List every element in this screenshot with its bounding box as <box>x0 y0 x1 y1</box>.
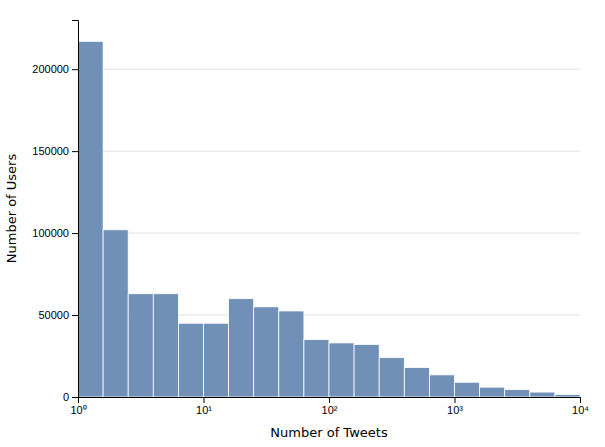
x-tick-label: 10³ <box>447 404 463 416</box>
x-tick: 10¹ <box>196 397 212 416</box>
bar <box>505 390 530 397</box>
plot: 10⁰ 10¹ 10² 10³ 10⁴ 0 50000 100000 150000 200000 <box>32 21 589 416</box>
y-tick-label: 0 <box>63 391 69 403</box>
y-axis-title: Number of Users <box>4 154 19 264</box>
y-axis: 0 50000 100000 150000 200000 <box>32 21 78 404</box>
y-tick-label: 150000 <box>32 145 69 157</box>
y-tick-label: 50000 <box>38 309 69 321</box>
bar <box>354 345 379 397</box>
x-axis: 10⁰ 10¹ 10² 10³ 10⁴ <box>70 397 589 416</box>
bar <box>254 307 279 397</box>
y-tick: 0 <box>63 391 78 403</box>
x-tick-mark <box>580 397 581 403</box>
bar <box>204 323 229 397</box>
bar <box>279 311 304 397</box>
grid-line <box>78 69 580 70</box>
bar <box>153 294 178 397</box>
bar <box>429 375 454 397</box>
x-tick-mark <box>204 397 205 403</box>
y-tick: 150000 <box>32 145 78 157</box>
y-tick: 200000 <box>32 63 78 75</box>
grid <box>78 69 580 397</box>
y-tick-mark <box>72 69 78 70</box>
bar <box>379 358 404 397</box>
y-axis-line <box>72 21 79 398</box>
y-tick-label: 200000 <box>32 63 69 75</box>
bar <box>555 395 580 397</box>
bar <box>455 382 480 397</box>
bar <box>480 387 505 397</box>
bar <box>103 230 128 397</box>
bars <box>78 41 580 397</box>
x-tick-label: 10² <box>322 404 338 416</box>
y-tick-mark <box>72 315 78 316</box>
y-tick: 100000 <box>32 227 78 239</box>
bar <box>329 343 354 397</box>
x-tick-mark <box>329 397 330 403</box>
y-tick: 50000 <box>38 309 78 321</box>
x-tick-label: 10⁰ <box>70 404 86 416</box>
x-axis-title: Number of Tweets <box>270 425 388 440</box>
bar <box>128 294 153 397</box>
grid-line <box>78 233 580 234</box>
chart: 10⁰ 10¹ 10² 10³ 10⁴ 0 50000 100000 150000 200000 N… <box>0 0 605 447</box>
x-tick-label: 10⁴ <box>572 404 589 416</box>
x-tick: 10⁴ <box>572 397 589 416</box>
bar <box>229 299 254 397</box>
x-tick-label: 10¹ <box>196 404 212 416</box>
bar <box>304 340 329 397</box>
y-tick-mark <box>72 233 78 234</box>
bar <box>178 323 203 397</box>
y-tick-mark <box>72 151 78 152</box>
y-tick-mark <box>72 397 78 398</box>
grid-line <box>78 151 580 152</box>
x-tick: 10⁰ <box>70 397 86 416</box>
bar <box>404 367 429 397</box>
x-tick-mark <box>455 397 456 403</box>
bar <box>530 392 555 397</box>
x-tick: 10³ <box>447 397 463 416</box>
x-axis-line <box>79 398 581 404</box>
bar <box>78 41 103 397</box>
x-tick: 10² <box>322 397 338 416</box>
y-tick-label: 100000 <box>32 227 69 239</box>
